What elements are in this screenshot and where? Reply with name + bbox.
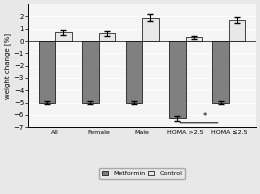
Legend: Metformin, Control: Metformin, Control [99, 168, 185, 179]
Bar [142, 18, 159, 41]
Bar [169, 41, 185, 119]
Bar [55, 32, 72, 41]
Bar [99, 33, 115, 41]
Bar [38, 41, 55, 102]
Bar [229, 20, 245, 41]
Bar [126, 41, 142, 102]
Y-axis label: weight change [%]: weight change [%] [4, 33, 11, 99]
Bar [185, 37, 202, 41]
Bar [82, 41, 99, 102]
Text: *: * [203, 112, 207, 121]
Bar [212, 41, 229, 102]
